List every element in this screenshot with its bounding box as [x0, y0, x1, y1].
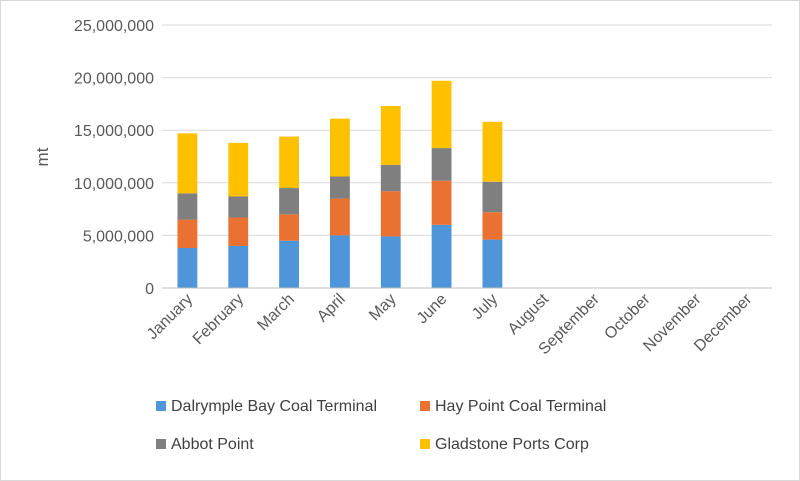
- bar-segment: [482, 181, 503, 213]
- bar-segment: [431, 80, 452, 149]
- x-tick-label: July: [469, 291, 501, 323]
- bar-segment: [279, 136, 299, 189]
- x-tick-label: February: [190, 291, 247, 348]
- legend-label: Hay Point Coal Terminal: [435, 398, 606, 415]
- bar-segment: [279, 214, 299, 241]
- y-tick-label: 20,000,000: [74, 71, 154, 88]
- x-tick-label: March: [254, 291, 297, 334]
- bar-segment: [228, 142, 249, 197]
- bar-segment: [279, 188, 299, 215]
- bar-segment: [177, 193, 198, 220]
- y-tick-label: 0: [145, 281, 154, 298]
- y-axis-title: mt: [33, 147, 52, 166]
- legend-label: Gladstone Ports Corp: [435, 436, 589, 453]
- x-tick-label: January: [144, 291, 196, 343]
- bar-segment: [228, 196, 249, 218]
- bar-segment: [380, 106, 401, 165]
- x-tick-label: June: [414, 291, 451, 328]
- legend-label: Abbot Point: [171, 436, 254, 453]
- bar-segment: [482, 239, 503, 288]
- bar-segment: [330, 118, 350, 177]
- bar-segment: [482, 212, 503, 240]
- legend-swatch: [420, 439, 430, 449]
- bar-segment: [482, 121, 503, 182]
- y-tick-label: 5,000,000: [83, 228, 154, 245]
- bar-segment: [330, 198, 350, 236]
- bar-segment: [177, 248, 198, 288]
- x-tick-label: April: [314, 291, 349, 326]
- bar-segment: [177, 219, 198, 249]
- gridlines: [162, 24, 772, 236]
- x-tick-label: August: [505, 290, 553, 338]
- bar-segment: [228, 217, 249, 246]
- bar-segment: [330, 176, 350, 199]
- bar-segment: [279, 240, 299, 288]
- x-tick-label: October: [601, 290, 654, 343]
- bar-segment: [431, 180, 452, 225]
- x-tick-label: May: [366, 291, 399, 324]
- y-tick-label: 10,000,000: [74, 176, 154, 193]
- legend-swatch: [420, 401, 430, 411]
- bar-segment: [177, 133, 198, 194]
- y-axis-tick-labels: 0 5,000,000 10,000,000 15,000,000 20,000,000…: [74, 18, 154, 298]
- legend: Dalrymple Bay Coal Terminal Hay Point Coa…: [156, 398, 606, 453]
- y-tick-label: 25,000,000: [74, 18, 154, 35]
- legend-swatch: [156, 439, 166, 449]
- bar-segment: [228, 245, 249, 288]
- bar-segment: [431, 148, 452, 181]
- legend-swatch: [156, 401, 166, 411]
- bars: [177, 80, 503, 288]
- bar-segment: [380, 191, 401, 237]
- bar-segment: [431, 224, 452, 288]
- bar-segment: [380, 236, 401, 288]
- y-tick-label: 15,000,000: [74, 123, 154, 140]
- bar-segment: [380, 164, 401, 192]
- legend-label: Dalrymple Bay Coal Terminal: [171, 398, 377, 415]
- bar-segment: [330, 235, 350, 288]
